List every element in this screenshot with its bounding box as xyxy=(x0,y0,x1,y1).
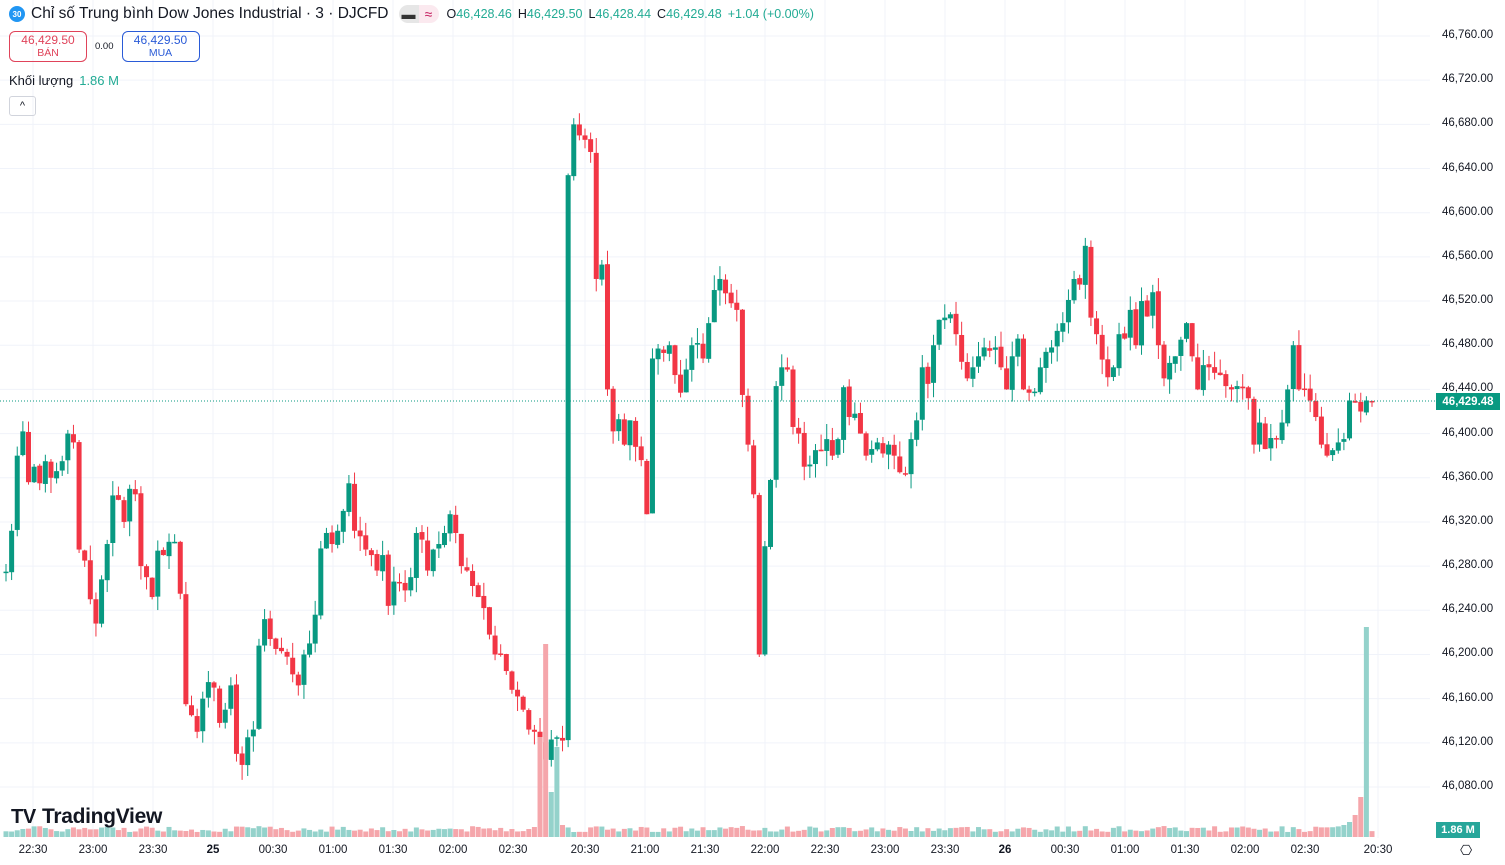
buy-price: 46,429.50 xyxy=(133,33,188,47)
time-tick: 23:00 xyxy=(78,844,108,856)
low-label: L xyxy=(588,7,596,21)
symbol-title[interactable]: Chỉ số Trung bình Dow Jones Industrial ·… xyxy=(31,5,389,22)
time-tick: 01:30 xyxy=(1170,844,1200,856)
close-label: C xyxy=(657,7,667,21)
tradingview-logo-icon: TV xyxy=(11,805,36,828)
high-value: 46,429.50 xyxy=(526,7,583,21)
delayed-data-icon[interactable]: ≈ xyxy=(418,5,439,23)
volume-legend[interactable]: Khối lượng 1.86 M xyxy=(9,73,119,88)
price-tick: 46,280.00 xyxy=(1442,559,1494,572)
price-tick: 46,120.00 xyxy=(1442,735,1494,748)
time-tick: 23:30 xyxy=(138,844,168,856)
logo-text: TradingView xyxy=(41,805,162,828)
price-tick: 46,600.00 xyxy=(1442,205,1494,218)
time-tick: 22:30 xyxy=(18,844,48,856)
price-tick: 46,680.00 xyxy=(1442,117,1494,130)
price-tick: 46,320.00 xyxy=(1442,514,1494,527)
price-tick: 46,520.00 xyxy=(1442,294,1494,307)
price-tick: 46,360.00 xyxy=(1442,470,1494,483)
market-status-pill[interactable]: ▬ ≈ xyxy=(398,5,439,23)
market-closed-icon[interactable]: ▬ xyxy=(398,5,419,23)
price-tick: 46,080.00 xyxy=(1442,780,1494,792)
open-label: O xyxy=(446,7,457,21)
change-value: +1.04 (+0.00%) xyxy=(727,7,814,21)
time-tick: 22:30 xyxy=(810,844,840,856)
tradingview-logo[interactable]: TV TradingView xyxy=(11,805,162,829)
open-value: 46,428.46 xyxy=(456,7,512,21)
time-tick: 23:00 xyxy=(870,844,900,856)
sell-button[interactable]: 46,429.50 BÁN xyxy=(9,31,87,62)
chart-legend: 30 Chỉ số Trung bình Dow Jones Industria… xyxy=(9,5,814,23)
time-tick: 26 xyxy=(998,844,1012,856)
time-tick: 01:00 xyxy=(1110,844,1140,856)
price-tick: 46,200.00 xyxy=(1442,647,1494,660)
buy-button[interactable]: 46,429.50 MUA xyxy=(121,31,200,62)
time-tick: 02:00 xyxy=(438,844,468,856)
price-tick: 46,760.00 xyxy=(1442,29,1494,41)
bid-ask-panel: 46,429.50 BÁN 0.00 46,429.50 MUA xyxy=(9,31,200,62)
price-tick: 46,160.00 xyxy=(1442,691,1494,704)
time-tick: 20:30 xyxy=(570,844,600,856)
chevron-up-icon: ^ xyxy=(19,100,26,112)
symbol-badge-icon[interactable]: 30 xyxy=(9,6,25,22)
collapse-legend-button[interactable]: ^ xyxy=(9,96,36,116)
sell-price: 46,429.50 xyxy=(21,33,75,47)
buy-label: MUA xyxy=(148,47,173,59)
time-tick: 01:00 xyxy=(318,844,348,856)
volume-label: Khối lượng xyxy=(9,73,74,88)
time-tick: 21:30 xyxy=(690,844,720,856)
spread-value: 0.00 xyxy=(95,41,114,52)
high-label: H xyxy=(517,7,527,21)
time-tick: 22:00 xyxy=(750,844,780,856)
time-tick: 02:00 xyxy=(1230,844,1260,856)
close-value: 46,429.48 xyxy=(666,7,722,21)
price-tick: 46,560.00 xyxy=(1442,249,1494,262)
price-tick: 46,480.00 xyxy=(1442,338,1494,351)
low-value: 46,428.44 xyxy=(595,7,652,21)
price-tick: 46,640.00 xyxy=(1442,161,1494,174)
time-tick: 01:30 xyxy=(378,844,408,856)
time-tick: 23:30 xyxy=(930,844,960,856)
sell-label: BÁN xyxy=(37,47,59,59)
time-tick: 02:30 xyxy=(498,844,528,856)
current-price-tag: 46,429.48 xyxy=(1436,393,1500,411)
time-tick: 00:30 xyxy=(1050,844,1080,856)
price-tick: 46,240.00 xyxy=(1442,603,1494,616)
time-tick: 25 xyxy=(206,844,220,856)
time-tick: 21:00 xyxy=(630,844,660,856)
time-tick: 02:30 xyxy=(1290,844,1320,856)
time-tick: 00:30 xyxy=(258,844,288,856)
price-tick: 46,720.00 xyxy=(1442,73,1494,86)
volume-tag: 1.86 M xyxy=(1436,822,1480,838)
settings-icon[interactable]: ⎔ xyxy=(1460,842,1473,858)
ohlc-values: O46,428.46 H46,429.50 L46,428.44 C46,429… xyxy=(447,7,814,21)
volume-value: 1.86 M xyxy=(79,73,119,88)
time-tick: 20:30 xyxy=(1363,844,1393,856)
price-tick: 46,440.00 xyxy=(1442,382,1494,395)
price-tick: 46,400.00 xyxy=(1442,426,1494,439)
